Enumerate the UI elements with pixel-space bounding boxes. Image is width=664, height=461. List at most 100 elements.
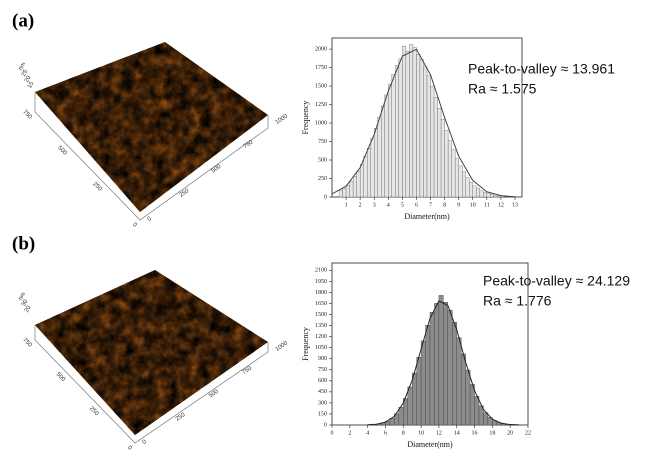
bar bbox=[395, 65, 400, 198]
x-tick-label: 20 bbox=[507, 430, 513, 436]
fit-curve bbox=[331, 48, 515, 198]
y-tick-label: 1350 bbox=[315, 323, 327, 329]
bar bbox=[420, 340, 426, 426]
y-tick-label: 150 bbox=[318, 411, 327, 417]
bar bbox=[438, 295, 444, 426]
bar bbox=[465, 369, 471, 426]
bar bbox=[359, 164, 364, 198]
bar bbox=[377, 116, 382, 198]
y-tick-label: 1250 bbox=[315, 102, 327, 108]
x-tick-label: 2 bbox=[359, 202, 362, 208]
bar bbox=[474, 396, 480, 426]
y-tick-label: 1800 bbox=[315, 290, 327, 296]
bar bbox=[461, 353, 466, 426]
bar bbox=[447, 140, 452, 198]
x-tick-label: 6 bbox=[384, 430, 387, 436]
y-tick-label: 1500 bbox=[315, 312, 327, 318]
afm-z-label: nm bbox=[18, 292, 27, 302]
bar bbox=[486, 193, 491, 198]
afm-tick-label: 0 bbox=[142, 439, 149, 446]
afm-tick-label: 750 bbox=[21, 109, 33, 121]
y-tick-label: 1950 bbox=[315, 279, 327, 285]
bar bbox=[407, 386, 413, 426]
bar bbox=[405, 51, 410, 198]
y-tick-label: 900 bbox=[318, 356, 327, 362]
x-axis-label: Diameter(nm) bbox=[404, 212, 450, 221]
afm-z-label: 30 bbox=[21, 298, 30, 307]
annotation: Ra ≈ 1.776 bbox=[483, 293, 552, 309]
afm-image-b bbox=[34, 270, 269, 444]
bar bbox=[451, 149, 456, 198]
x-tick-label: 4 bbox=[387, 202, 390, 208]
bar bbox=[469, 182, 473, 198]
bar bbox=[429, 312, 435, 426]
bar bbox=[423, 66, 428, 198]
afm-tick-label: 250 bbox=[179, 188, 191, 199]
bar bbox=[342, 187, 347, 198]
bar bbox=[490, 194, 495, 198]
y-tick-label: 0 bbox=[324, 422, 327, 428]
y-tick-label: 1050 bbox=[315, 345, 327, 351]
bar bbox=[374, 128, 378, 198]
bar bbox=[483, 192, 487, 198]
y-tick-label: 600 bbox=[318, 378, 327, 384]
afm-z-label: 15 bbox=[27, 80, 36, 89]
bar bbox=[425, 325, 431, 426]
x-tick-label: 1 bbox=[345, 202, 348, 208]
bar bbox=[338, 190, 343, 198]
y-tick-label: 1750 bbox=[315, 65, 327, 71]
x-tick-label: 11 bbox=[484, 202, 490, 208]
x-tick-label: 9 bbox=[457, 202, 460, 208]
bar bbox=[447, 309, 453, 426]
x-tick-label: 3 bbox=[373, 202, 376, 208]
bar bbox=[412, 47, 417, 198]
annotation: Peak-to-valley ≈ 24.129 bbox=[483, 273, 630, 289]
y-tick-label: 1200 bbox=[315, 334, 327, 340]
x-tick-label: 18 bbox=[489, 430, 495, 436]
x-tick-label: 22 bbox=[525, 430, 531, 436]
afm-tick-label: 500 bbox=[208, 388, 220, 399]
bar bbox=[444, 130, 449, 198]
y-axis-label: Frequency bbox=[301, 327, 310, 361]
bar bbox=[483, 412, 489, 426]
bar bbox=[391, 74, 396, 198]
x-tick-label: 7 bbox=[429, 202, 432, 208]
x-tick-label: 16 bbox=[472, 430, 478, 436]
bar bbox=[381, 105, 385, 198]
afm-z-label: 25 bbox=[21, 68, 30, 77]
afm-z-label: 20 bbox=[24, 304, 33, 313]
y-tick-label: 250 bbox=[318, 176, 327, 182]
bar bbox=[462, 171, 466, 198]
afm-tick-label: 0 bbox=[147, 216, 154, 223]
x-tick-label: 8 bbox=[443, 202, 446, 208]
y-tick-label: 300 bbox=[318, 400, 327, 406]
y-axis-label: Frequency bbox=[301, 101, 310, 135]
y-tick-label: 1500 bbox=[315, 83, 327, 89]
bar bbox=[416, 357, 422, 426]
bar bbox=[437, 108, 442, 198]
y-tick-label: 750 bbox=[318, 367, 327, 373]
y-tick-label: 2100 bbox=[315, 268, 327, 274]
afm-tick-label: 500 bbox=[211, 163, 223, 174]
x-tick-label: 2 bbox=[348, 430, 351, 436]
bar bbox=[493, 195, 498, 198]
bar bbox=[430, 85, 435, 198]
bar bbox=[434, 303, 440, 426]
bar bbox=[363, 156, 368, 198]
afm-tick-label: 500 bbox=[56, 145, 68, 157]
bar bbox=[356, 170, 361, 198]
y-tick-label: 500 bbox=[318, 157, 327, 163]
bar bbox=[479, 190, 484, 198]
afm-tick-label: 1000 bbox=[275, 113, 290, 126]
afm-tick-label: 250 bbox=[91, 181, 103, 193]
bar bbox=[476, 187, 480, 198]
afm-tick-label: 250 bbox=[175, 412, 187, 423]
bar bbox=[454, 158, 459, 198]
bar bbox=[370, 138, 375, 198]
bar bbox=[440, 119, 445, 198]
x-tick-label: 6 bbox=[415, 202, 418, 208]
x-tick-label: 10 bbox=[470, 202, 476, 208]
x-tick-label: 12 bbox=[498, 202, 504, 208]
afm-tick-label: 500 bbox=[55, 372, 67, 384]
afm-tick-label: 0 bbox=[131, 222, 138, 229]
